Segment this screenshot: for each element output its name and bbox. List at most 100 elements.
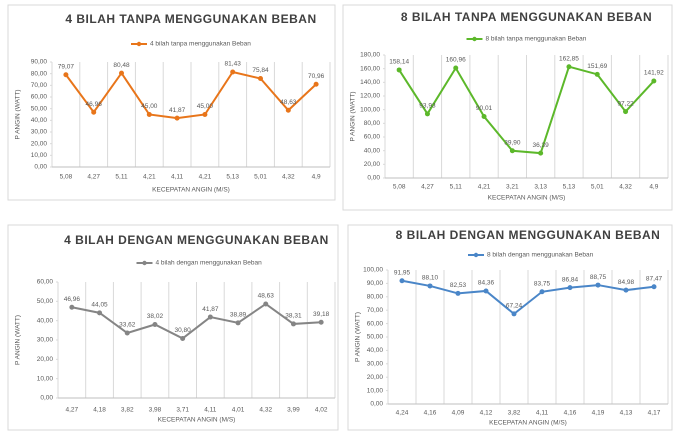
x-tick-label: 4,19 (592, 410, 605, 417)
point (396, 67, 402, 73)
value-label: 84,36 (478, 280, 495, 287)
point (207, 314, 213, 320)
point (146, 112, 152, 117)
x-tick-label: 4,9 (649, 184, 658, 191)
point (119, 70, 124, 76)
point (318, 319, 324, 325)
value-label: 45,00 (197, 103, 214, 110)
point (91, 109, 97, 115)
value-label: 45,00 (141, 103, 158, 110)
value-label: 83,75 (534, 280, 551, 287)
x-tick-label: 3,21 (506, 184, 519, 191)
y-tick-label: 40,00 (37, 317, 54, 324)
x-tick-label: 4,32 (282, 174, 295, 181)
x-tick-label: 5,13 (563, 184, 576, 191)
point (202, 112, 208, 117)
x-tick-label: 4,13 (620, 410, 633, 417)
chart-title: 8 BILAH DENGAN MENGGUNAKAN BEBAN (396, 228, 661, 242)
y-tick-label: 50,00 (31, 105, 48, 112)
x-tick-label: 4,21 (199, 174, 212, 181)
x-tick-label: 4,27 (421, 184, 434, 191)
point (313, 81, 319, 87)
value-label: 81,43 (225, 61, 242, 68)
y-tick-label: 20,00 (37, 356, 54, 363)
x-tick-label: 3,82 (121, 407, 134, 414)
value-label: 33,62 (119, 322, 136, 329)
point (623, 287, 629, 293)
value-label: 93,93 (419, 103, 436, 110)
x-tick-label: 4,24 (396, 410, 409, 417)
point (258, 76, 263, 82)
y-tick-label: 0,00 (34, 164, 47, 171)
legend-marker (142, 260, 147, 266)
x-tick-label: 4,11 (171, 174, 184, 181)
x-tick-label: 4,12 (480, 410, 493, 417)
legend-label: 8 bilah tanpa menggunakan Beban (486, 36, 587, 43)
value-label: 80,48 (113, 62, 130, 69)
value-label: 84,98 (618, 279, 635, 286)
x-tick-label: 5,11 (115, 174, 128, 181)
x-tick-label: 5,01 (254, 174, 267, 181)
y-axis-label: P ANGIN (WATT) (350, 91, 357, 141)
y-tick-label: 10,00 (37, 375, 54, 382)
series-line (65, 70, 317, 120)
chart-title: 4 BILAH TANPA MENGGUNAKAN BEBAN (65, 12, 316, 26)
value-label: 75,84 (252, 67, 269, 74)
x-tick-label: 4,16 (424, 410, 437, 417)
value-label: 46,96 (64, 296, 81, 303)
y-tick-label: 90,00 (367, 280, 384, 287)
point (180, 335, 186, 341)
x-tick-label: 4,18 (93, 407, 106, 414)
y-tick-label: 60,00 (367, 320, 384, 327)
value-label: 39,18 (313, 311, 330, 318)
x-tick-label: 5,08 (393, 184, 406, 191)
y-tick-label: 20,00 (367, 374, 384, 381)
y-tick-label: 80,00 (367, 294, 384, 301)
x-tick-label: 4,27 (87, 174, 100, 181)
point (623, 109, 629, 115)
value-label: 38,02 (147, 313, 164, 320)
y-tick-label: 40,00 (367, 347, 384, 354)
legend-marker (472, 36, 477, 42)
y-axis-label: P ANGIN (WATT) (15, 315, 22, 365)
value-label: 67,24 (506, 303, 523, 310)
x-tick-label: 3,71 (176, 407, 189, 414)
point (651, 284, 657, 290)
value-label: 86,84 (562, 276, 579, 283)
point (263, 301, 269, 307)
x-axis-label: KECEPATAN ANGIN (M/S) (152, 187, 230, 194)
y-tick-label: 50,00 (37, 298, 54, 305)
point (235, 320, 241, 326)
x-tick-label: 3,82 (508, 410, 521, 417)
value-label: 79,07 (58, 63, 75, 70)
point (124, 330, 130, 336)
y-tick-label: 10,00 (367, 387, 384, 394)
point (285, 107, 291, 113)
point (424, 111, 430, 117)
y-axis-label: P ANGIN (WATT) (355, 312, 362, 362)
point (230, 69, 236, 75)
value-label: 38,31 (285, 313, 302, 320)
point (567, 285, 573, 291)
value-label: 87,47 (646, 276, 663, 283)
y-tick-label: 60,00 (364, 134, 381, 141)
value-label: 90,01 (476, 105, 493, 112)
y-tick-label: 60,00 (37, 279, 54, 286)
y-tick-label: 140,00 (360, 79, 380, 86)
y-tick-label: 30,00 (31, 129, 48, 136)
x-tick-label: 4,09 (452, 410, 465, 417)
y-tick-label: 70,00 (367, 307, 384, 314)
value-label: 39,90 (504, 139, 521, 146)
y-tick-label: 80,00 (31, 70, 48, 77)
x-tick-label: 4,27 (66, 407, 79, 414)
point (483, 288, 489, 294)
y-tick-label: 30,00 (37, 337, 54, 344)
x-tick-label: 4,02 (315, 407, 328, 414)
x-tick-label: 4,32 (259, 407, 272, 414)
y-tick-label: 180,00 (360, 52, 380, 59)
y-tick-label: 70,00 (31, 82, 48, 89)
value-label: 82,53 (450, 282, 467, 289)
value-label: 151,69 (587, 63, 607, 70)
series-line (401, 279, 655, 316)
x-tick-label: 4,16 (564, 410, 577, 417)
